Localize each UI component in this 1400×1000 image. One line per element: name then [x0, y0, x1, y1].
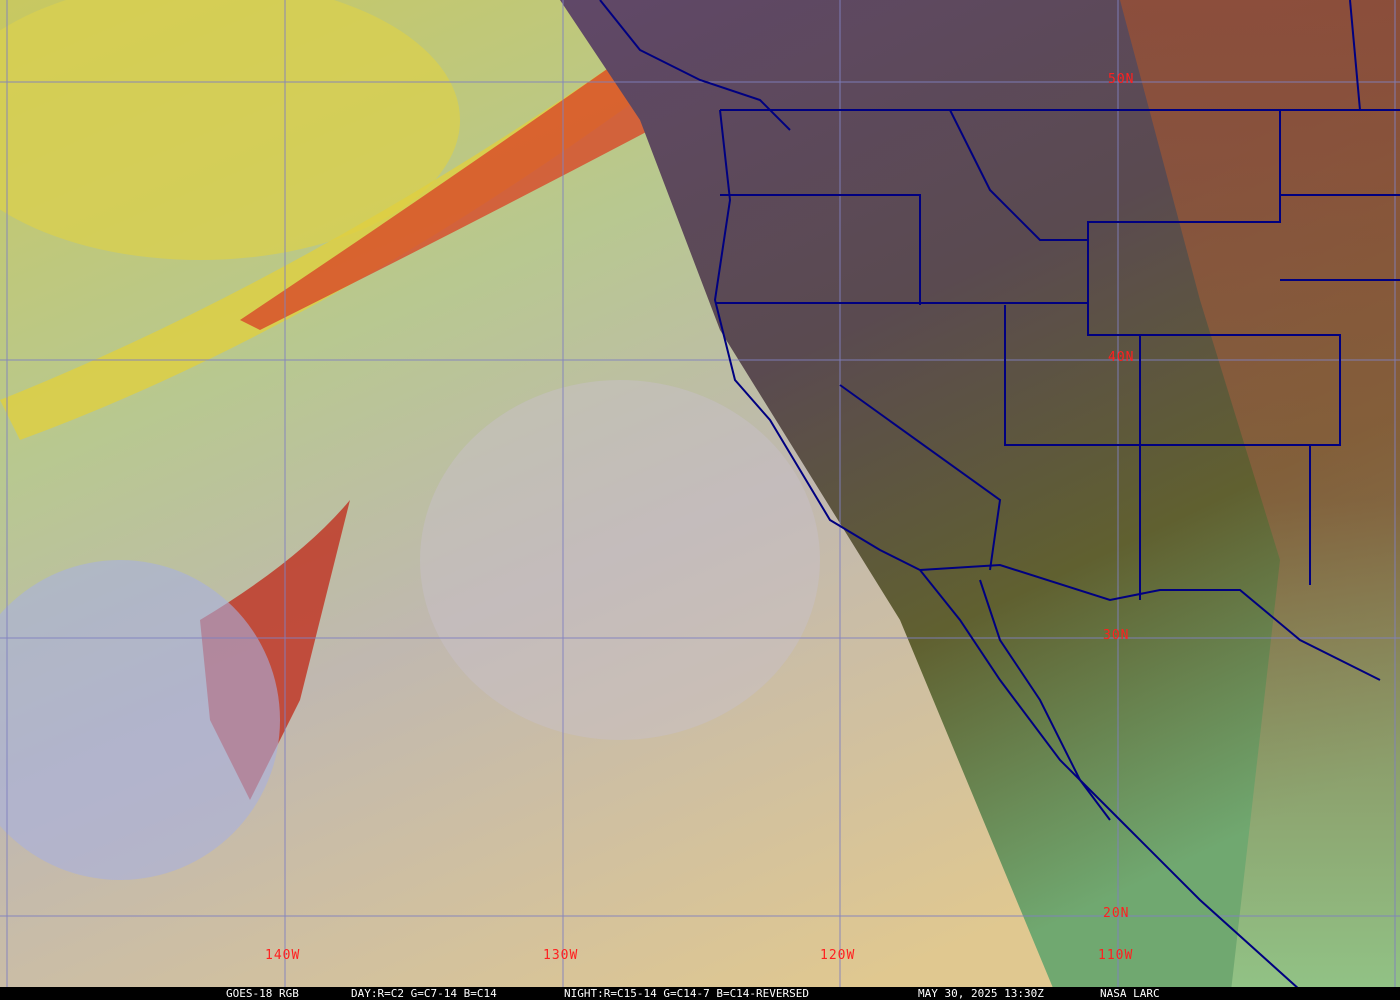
east-land-region — [1120, 0, 1400, 1000]
lat-label-40n: 40N — [1108, 350, 1135, 365]
cloud-pale-center — [420, 380, 820, 740]
cloud-yellow-nw — [0, 0, 460, 260]
cloud-blue-sw — [0, 560, 280, 880]
caption-day-recipe: DAY:R=C2 G=C7-14 B=C14 — [351, 987, 497, 1000]
caption-night-recipe: NIGHT:R=C15-14 G=C14-7 B=C14-REVERSED — [564, 987, 810, 1000]
lon-label-120w: 120W — [820, 948, 856, 963]
lat-label-30n: 30N — [1103, 628, 1130, 643]
caption-timestamp: MAY 30, 2025 13:30Z — [918, 987, 1044, 1000]
political-borders — [599, 0, 1400, 991]
lon-label-140w: 140W — [265, 948, 301, 963]
lat-label-50n: 50N — [1108, 72, 1135, 87]
cloud-band-red — [240, 60, 650, 330]
lon-label-130w: 130W — [543, 948, 579, 963]
caption-bar: GOES-18 RGB DAY:R=C2 G=C7-14 B=C14 NIGHT… — [0, 987, 1400, 1000]
caption-credit: NASA LARC — [1100, 987, 1160, 1000]
lat-label-20n: 20N — [1103, 906, 1130, 921]
lon-label-110w: 110W — [1098, 948, 1134, 963]
caption-title: GOES-18 RGB — [226, 987, 299, 1000]
